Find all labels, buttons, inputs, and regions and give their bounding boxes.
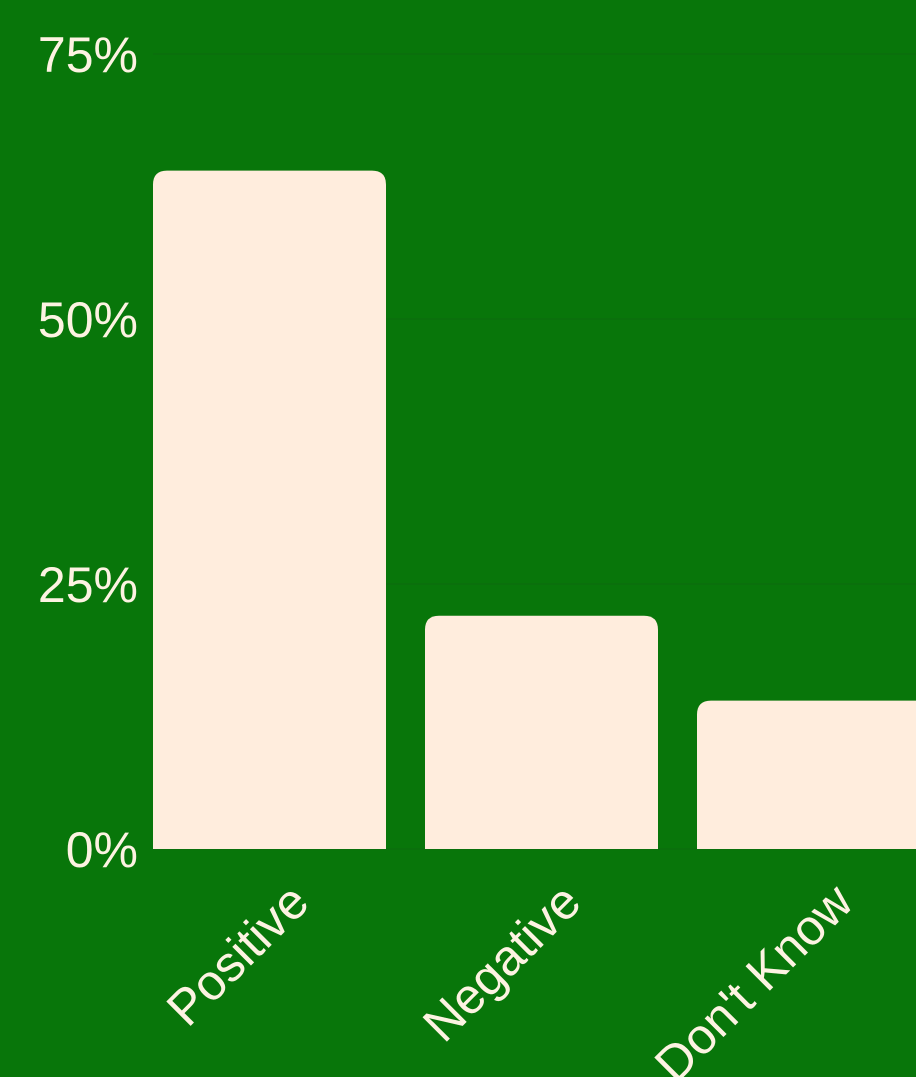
x-category-label: Don't Know: [644, 873, 864, 1077]
bar-positive: [153, 170, 386, 850]
bar-negative: [425, 615, 658, 849]
y-tick-label: 25%: [38, 557, 138, 613]
bars: [153, 170, 916, 850]
y-axis-tick-labels: 0% 25% 50% 75%: [38, 27, 138, 878]
y-tick-label: 0%: [66, 822, 138, 878]
x-category-label: Negative: [412, 873, 591, 1052]
y-tick-label: 75%: [38, 27, 138, 83]
x-axis-category-labels: Positive Negative Don't Know: [156, 873, 864, 1077]
y-tick-label: 50%: [38, 292, 138, 348]
x-category-label: Positive: [156, 873, 319, 1036]
bar-don-t-know: [697, 700, 916, 849]
